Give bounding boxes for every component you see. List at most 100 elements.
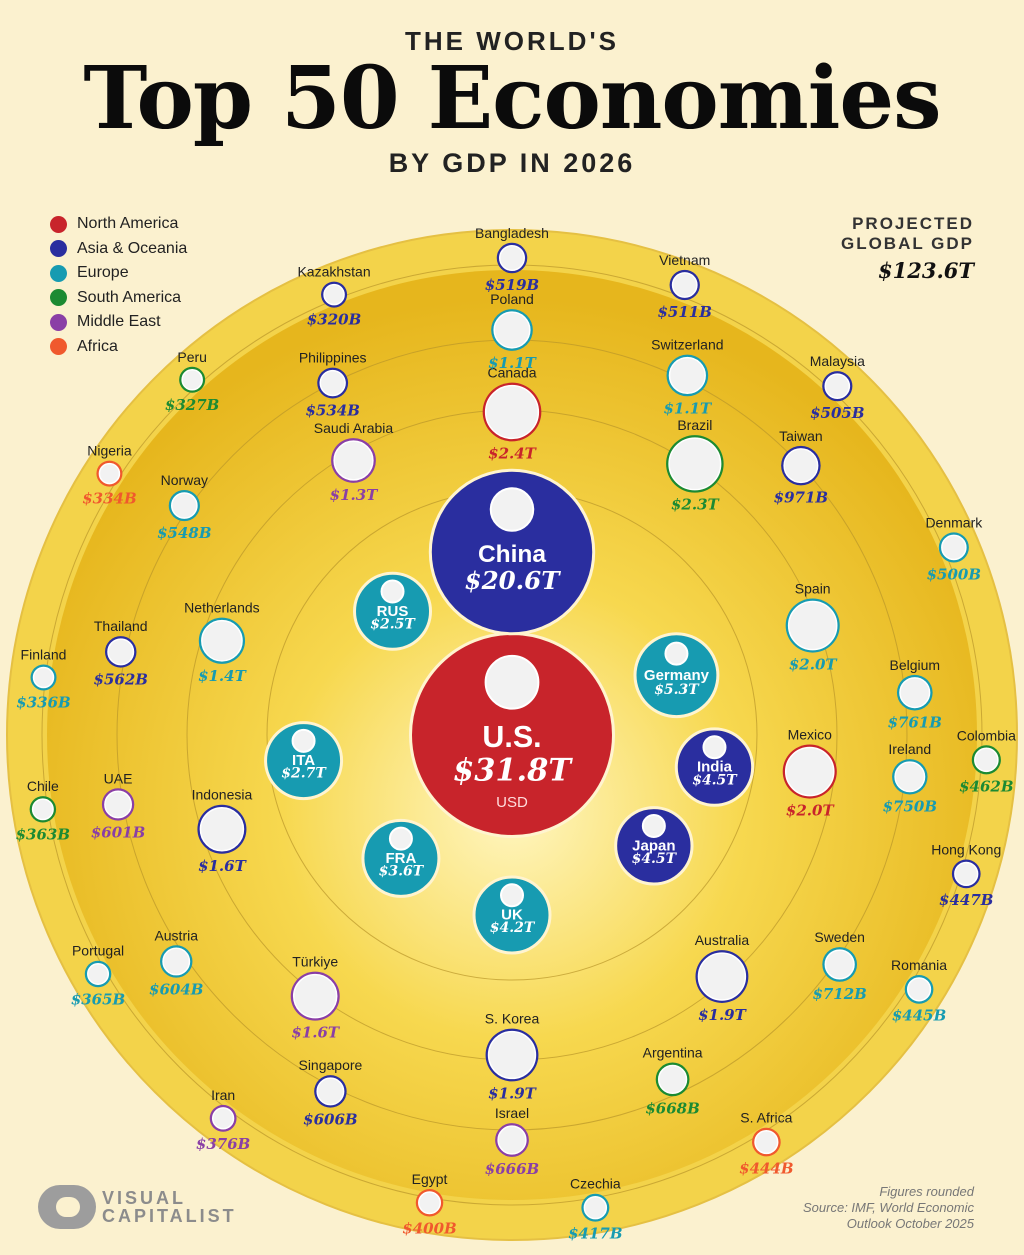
gdp-value: $548B — [157, 524, 211, 542]
gdp-value: $712B — [812, 985, 866, 1003]
bubble-sweden: Sweden $712B — [812, 929, 866, 1003]
bubble-finland: Finland $336B — [16, 646, 70, 711]
country-bubble — [428, 468, 596, 636]
country-bubble — [353, 571, 433, 651]
country-name: Thailand — [94, 618, 148, 634]
country-name: FRA — [386, 850, 417, 867]
flag-icon — [499, 245, 525, 271]
legend-item: North America — [50, 212, 187, 237]
country-name: ITA — [292, 752, 315, 769]
gdp-value: $5.3T — [654, 682, 700, 698]
flag-icon — [181, 369, 203, 391]
country-name: Egypt — [412, 1171, 448, 1187]
brand-logo: VISUAL CAPITALIST — [38, 1185, 237, 1229]
country-name: Norway — [161, 472, 208, 488]
gdp-value: $462B — [959, 777, 1013, 795]
bubble-australia: Australia $1.9T — [695, 932, 750, 1024]
country-name: China — [478, 541, 546, 568]
flag-icon — [489, 487, 535, 532]
flag-icon — [668, 437, 722, 491]
country-bubble — [472, 875, 552, 955]
bubble-ireland: Ireland $750B — [883, 741, 937, 815]
bubble-philippines: Philippines $534B — [299, 350, 367, 420]
bubble-malaysia: Malaysia $505B — [810, 353, 865, 422]
bubble-poland: Poland $1.1T — [488, 291, 538, 372]
flag-icon — [333, 440, 374, 481]
gdp-value: $1.1T — [663, 399, 713, 417]
brand-name: CAPITALIST — [102, 1206, 237, 1226]
gdp-value: $1.4T — [198, 667, 248, 685]
country-bubble — [264, 721, 344, 801]
flag-icon — [418, 1191, 442, 1215]
bubble-israel: Israel $666B — [485, 1105, 539, 1178]
country-name: Finland — [21, 646, 67, 662]
country-name: S. Africa — [740, 1110, 792, 1126]
gdp-value: $31.8T — [453, 753, 573, 789]
bubble-japan: Japan$4.5T — [614, 806, 694, 886]
country-name: India — [697, 759, 733, 776]
flag-icon — [500, 883, 524, 908]
flag-icon — [824, 373, 851, 399]
flag-icon — [941, 534, 967, 561]
rounding-note: Figures rounded — [879, 1184, 974, 1199]
flag-icon — [380, 579, 405, 604]
bubble-uae: UAE $601B — [91, 770, 145, 841]
gdp-value: $1.1T — [488, 354, 538, 372]
flag-icon — [388, 826, 413, 851]
gdp-value: $1.9T — [488, 1084, 538, 1102]
flag-icon — [974, 747, 999, 773]
bubble-s-africa: S. Africa $444B — [739, 1110, 793, 1178]
gdp-value: $2.0T — [786, 802, 836, 820]
country-name: Brazil — [677, 417, 712, 433]
legend-item: Africa — [50, 335, 187, 360]
flag-icon — [754, 1129, 779, 1155]
gdp-value: $400B — [402, 1220, 456, 1238]
flag-icon — [201, 619, 243, 662]
bubble-egypt: Egypt $400B — [402, 1171, 456, 1238]
legend-label: Middle East — [77, 313, 161, 331]
bubble-chile: Chile $363B — [16, 778, 70, 843]
bubble-czechia: Czechia $417B — [568, 1176, 622, 1243]
gdp-value: $601B — [91, 824, 145, 842]
country-name: Austria — [154, 927, 198, 943]
gdp-value: $511B — [658, 303, 712, 321]
bubble-belgium: Belgium $761B — [888, 657, 942, 732]
legend-item: South America — [50, 286, 187, 311]
country-name: Portugal — [72, 943, 124, 959]
gdp-value: $1.9T — [698, 1006, 748, 1024]
gdp-value: $562B — [94, 671, 148, 689]
country-name: Malaysia — [810, 353, 865, 369]
country-name: Philippines — [299, 350, 367, 366]
gdp-value: $417B — [568, 1225, 622, 1243]
bubble-saudi-arabia: Saudi Arabia $1.3T — [314, 420, 394, 504]
flag-icon — [824, 949, 855, 980]
bubble-uk: UK$4.2T — [472, 875, 552, 955]
legend-label: Africa — [77, 337, 118, 355]
bubble-peru: Peru $327B — [165, 349, 219, 414]
projected-global-gdp: PROJECTED GLOBAL GDP $123.6T — [841, 214, 974, 283]
gdp-value: $4.5T — [632, 851, 678, 867]
legend-label: Asia & Oceania — [77, 239, 188, 257]
brand-name: VISUAL — [102, 1188, 187, 1208]
country-name: Israel — [495, 1105, 529, 1121]
flag-icon — [162, 947, 191, 976]
flag-icon — [906, 977, 932, 1002]
country-name: Singapore — [298, 1057, 362, 1073]
flag-icon — [702, 735, 727, 760]
country-name: S. Korea — [485, 1011, 540, 1027]
bubble-t-rkiye: Türkiye $1.6T — [290, 954, 341, 1042]
country-name: Netherlands — [184, 600, 260, 616]
legend-item: Europe — [50, 261, 187, 286]
flag-icon — [291, 728, 316, 753]
flag-icon — [31, 798, 54, 821]
flag-icon — [107, 638, 135, 666]
bubble-netherlands: Netherlands $1.4T — [184, 600, 260, 685]
legend-item: Asia & Oceania — [50, 237, 187, 262]
flag-icon — [787, 600, 838, 651]
legend: North America Asia & Oceania Europe Sout… — [50, 212, 187, 359]
gdp-value: $2.3T — [671, 496, 721, 514]
source-text: Source: IMF, World Economic — [803, 1200, 974, 1215]
gdp-value: $761B — [888, 713, 942, 731]
source-note: Figures rounded Source: IMF, World Econo… — [803, 1184, 974, 1232]
legend-swatch — [50, 289, 67, 307]
